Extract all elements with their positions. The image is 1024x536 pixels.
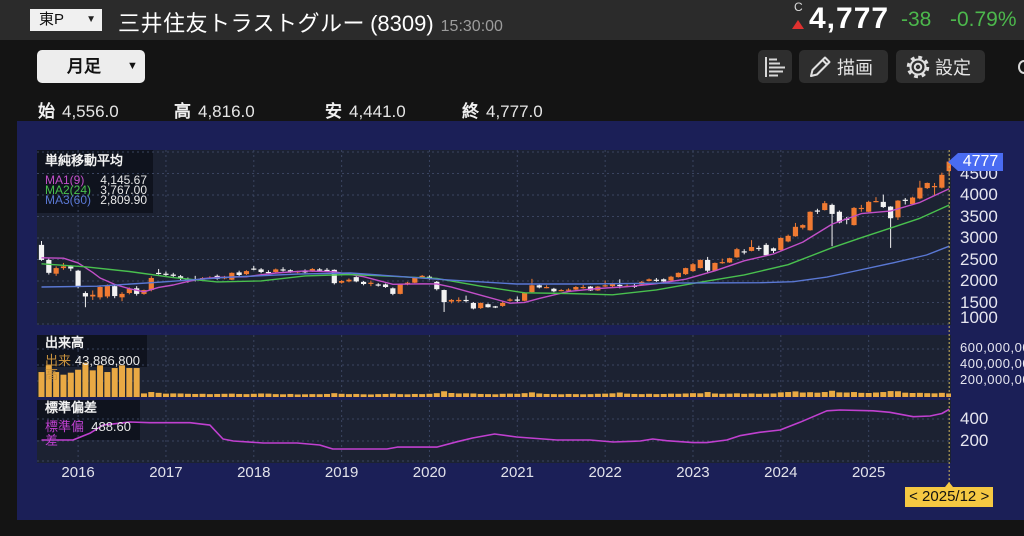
- current-price: 4,777: [809, 2, 890, 35]
- price-axis-label: 4000: [960, 185, 998, 204]
- price-axis-label: 3000: [960, 228, 998, 247]
- volume-legend-title: 出来高: [45, 335, 85, 350]
- volume-axis-label: 400,000,000: [960, 356, 1024, 371]
- price-change-percent: -0.79%: [950, 8, 1017, 31]
- stock-title: 三井住友トラストグルー (8309) 15:30:00: [118, 6, 503, 38]
- low-price: 安 4,441.0: [325, 97, 406, 122]
- year-axis-label: 2020: [412, 464, 447, 481]
- ma3-value: 2,809.90: [100, 193, 147, 207]
- volume-legend-row: 出来高 43,886,800: [45, 354, 140, 382]
- stddev-legend-label: 標準偏差: [45, 419, 85, 448]
- volume-legend-value: 43,886,800: [74, 353, 140, 368]
- open-value: 4,556.0: [62, 102, 119, 121]
- price-axis-label: 2500: [960, 249, 998, 269]
- year-axis-label: 2022: [588, 464, 622, 481]
- stddev-legend-title: 標準偏差: [45, 400, 98, 415]
- price-axis-label: 1000: [960, 308, 998, 327]
- low-label: 安: [325, 102, 342, 121]
- caret-down-icon: ▼: [127, 60, 138, 72]
- close-value: 4,777.0: [486, 102, 543, 121]
- date-tag-pointer: [945, 482, 954, 487]
- volume-panel[interactable]: [37, 335, 951, 397]
- pencil-icon: [810, 56, 831, 77]
- stddev-legend-value: 488.60: [91, 419, 131, 434]
- year-axis-label: 2025: [851, 464, 886, 481]
- price-axis-label: 3500: [960, 206, 998, 226]
- year-axis-label: 2018: [237, 464, 271, 481]
- current-price-tag: 4777: [958, 152, 1003, 171]
- year-axis-label: 2021: [500, 464, 534, 481]
- price-panel[interactable]: [37, 150, 951, 325]
- high-label: 高: [174, 102, 191, 121]
- volume-legend-label: 出来高: [45, 353, 72, 382]
- stock-name: 三井住友トラストグルー: [118, 11, 366, 36]
- market-select[interactable]: 東P ▼: [30, 9, 102, 31]
- open-price: 始 4,556.0: [38, 97, 119, 122]
- price-axis-label: 2000: [960, 271, 998, 290]
- stddev-axis-label: 200: [960, 431, 989, 450]
- year-axis-label: 2019: [324, 464, 359, 481]
- settings-button[interactable]: 設定: [896, 50, 985, 83]
- volume-axis-label: 600,000,000: [960, 340, 1024, 355]
- price-tag-pointer: [948, 152, 958, 171]
- open-label: 始: [38, 102, 55, 121]
- offscreen-icon[interactable]: [1018, 60, 1024, 74]
- settings-button-label: 設定: [935, 57, 971, 78]
- year-axis-label: 2024: [764, 464, 798, 481]
- year-axis-label: 2017: [149, 464, 183, 481]
- top-bar: 東P ▼ 三井住友トラストグルー (8309) 15:30:00 C 4,777…: [0, 0, 1024, 40]
- cursor-date-tag[interactable]: < 2025/12 >: [905, 487, 994, 507]
- ma1-value: 4,145.67: [100, 173, 147, 187]
- stddev-axis-label: 400: [960, 409, 989, 428]
- ma1-legend-row: MA1(9) 4,145.67: [45, 173, 147, 187]
- year-axis-label: 2016: [61, 464, 95, 481]
- close-marker: C: [794, 0, 803, 14]
- ma3-name: MA3(60): [45, 193, 92, 207]
- indicator-list-button[interactable]: [758, 50, 792, 83]
- draw-button[interactable]: 描画: [799, 50, 888, 83]
- ma1-name: MA1(9): [45, 173, 85, 187]
- ma-legend-title: 単純移動平均: [45, 153, 124, 168]
- volume-legend-background: [37, 335, 147, 367]
- ma-legend: 単純移動平均 MA1(9) 4,145.67 MA2(24) 3,767.00 …: [37, 150, 153, 213]
- up-triangle-icon: [792, 20, 804, 29]
- stddev-legend-row: 標準偏差 488.60: [45, 420, 131, 448]
- close-price: 終 4,777.0: [462, 97, 543, 122]
- price-axis-label: 1500: [960, 292, 998, 312]
- stock-code: (8309): [370, 11, 434, 36]
- bars-list-icon: [765, 56, 785, 77]
- stddev-legend: 標準偏差 標準偏差 488.60: [37, 400, 140, 448]
- volume-legend: 出来高 出来高 43,886,800: [37, 335, 147, 382]
- year-axis-label: 2023: [676, 464, 710, 481]
- stddev-panel[interactable]: [37, 400, 951, 463]
- caret-down-icon: ▼: [86, 14, 96, 25]
- period-select-label: 月足: [67, 57, 101, 76]
- gear-icon: [906, 55, 930, 78]
- draw-button-label: 描画: [837, 57, 873, 78]
- volume-axis-label: 200,000,000: [960, 372, 1024, 387]
- ma3-legend-row: MA3(60) 2,809.90: [45, 193, 147, 207]
- price-change: -38: [901, 8, 932, 31]
- period-select[interactable]: 月足 ▼: [37, 50, 145, 83]
- low-value: 4,441.0: [349, 102, 406, 121]
- high-price: 高 4,816.0: [174, 97, 255, 122]
- quote-time: 15:30:00: [440, 18, 503, 35]
- high-value: 4,816.0: [198, 102, 255, 121]
- market-select-label: 東P: [39, 11, 65, 28]
- close-label: 終: [462, 102, 479, 121]
